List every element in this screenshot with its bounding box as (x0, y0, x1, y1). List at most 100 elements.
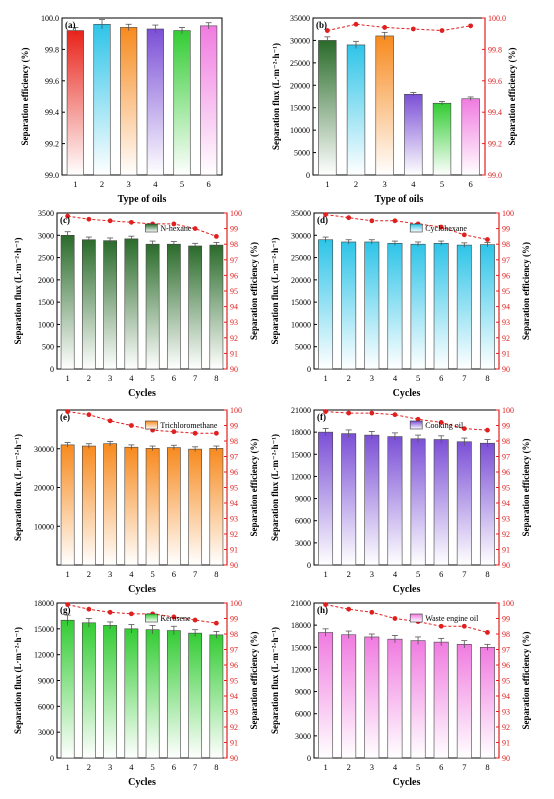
bar (60, 444, 75, 566)
legend-swatch (409, 420, 423, 430)
y-tick-label: 30000 (291, 231, 311, 240)
bar (318, 239, 334, 370)
bar (461, 98, 480, 176)
x-tick-label: 1 (323, 569, 327, 579)
y-tick-label: 35000 (290, 14, 310, 23)
x-tick-label: 7 (193, 569, 197, 579)
chart-panel-5: 0 3000 6000 9000 12000 15000 18000 21000 90 91 92 9… (270, 406, 531, 595)
x-tick-label: 2 (87, 569, 91, 579)
y2-tick-label: 94 (502, 303, 510, 312)
bar (387, 638, 403, 759)
y-tick-label: 25000 (291, 254, 311, 263)
x-tick-label: 2 (347, 762, 351, 772)
y2-tick-label: 95 (230, 484, 238, 493)
y-tick-label: 99.0 (45, 171, 59, 180)
bar (124, 628, 139, 759)
y-axis-label: Separation flux (L·m⁻²·h⁻¹) (270, 434, 280, 541)
x-tick-label: 1 (323, 373, 327, 383)
bar (364, 434, 380, 566)
efficiency-point (323, 409, 328, 414)
bar (479, 646, 495, 759)
x-tick-label: 3 (370, 569, 374, 579)
x-tick-label: 6 (469, 179, 473, 189)
x-tick-label: 2 (100, 179, 104, 189)
bar (341, 634, 357, 759)
y2-tick-label: 93 (502, 515, 510, 524)
x-axis-label: Type of oils (118, 194, 167, 205)
efficiency-point (65, 213, 71, 219)
efficiency-point (86, 606, 92, 612)
y2-tick-label: 100 (230, 406, 242, 415)
y-axis-label: Separation flux (L·m⁻²·h⁻¹) (270, 238, 280, 345)
y-tick-label: 15000 (291, 450, 311, 459)
legend-label: Cooking oil (425, 421, 464, 430)
y-tick-label: 100.0 (41, 14, 59, 23)
x-tick-label: 2 (347, 569, 351, 579)
y2-tick-label: 94 (230, 499, 238, 508)
y2-tick-label: 99 (230, 422, 238, 431)
y2-tick-label: 99.8 (488, 45, 502, 54)
efficiency-point (171, 429, 177, 435)
bar (60, 619, 75, 759)
y-tick-label: 99.6 (45, 77, 59, 86)
y2-tick-label: 96 (502, 468, 510, 477)
legend-swatch (145, 613, 158, 623)
x-tick-label: 2 (354, 179, 358, 189)
y2-tick-label: 98 (230, 240, 238, 249)
x-axis-label: Cycles (393, 388, 421, 399)
panel-label: (f) (317, 412, 326, 422)
efficiency-point (485, 630, 490, 635)
x-tick-label: 7 (193, 762, 197, 772)
y2-tick-label: 95 (502, 287, 510, 296)
bar (103, 240, 118, 370)
y2-tick-label: 97 (230, 453, 238, 462)
chart-panel-6: 0 3000 6000 9000 12000 15000 18000 90 91 92 93 94 95… (13, 599, 259, 788)
bar (124, 238, 139, 370)
y2-tick-label: 99.6 (488, 77, 502, 86)
x-tick-label: 5 (151, 569, 155, 579)
efficiency-point (107, 418, 113, 424)
efficiency-point (213, 620, 219, 626)
y-tick-label: 6000 (295, 517, 311, 526)
y-tick-label: 18000 (291, 621, 311, 630)
y-tick-label: 12000 (291, 472, 311, 481)
efficiency-line (67, 215, 217, 237)
y2-axis-label: Separation efficiency (%) (249, 242, 259, 340)
y-tick-label: 500 (42, 343, 54, 352)
x-tick-label: 2 (347, 373, 351, 383)
efficiency-point (192, 226, 198, 232)
efficiency-point (485, 237, 490, 242)
efficiency-point (369, 410, 375, 416)
bar (456, 244, 472, 370)
y-tick-label: 18000 (291, 428, 311, 437)
bar (410, 438, 426, 566)
y-tick-label: 99.2 (45, 140, 59, 149)
y2-tick-label: 93 (230, 515, 238, 524)
y2-tick-label: 100 (502, 599, 514, 608)
bar (346, 44, 366, 176)
y-tick-label: 0 (306, 171, 310, 180)
y-tick-label: 9000 (295, 495, 311, 504)
x-tick-label: 6 (439, 373, 443, 383)
panel-label: (b) (316, 20, 327, 30)
efficiency-point (369, 609, 375, 615)
y-tick-label: 1500 (38, 298, 54, 307)
bar (93, 23, 111, 176)
efficiency-point (392, 412, 398, 418)
panel-label: (a) (65, 20, 76, 30)
efficiency-point (86, 412, 92, 418)
bar (341, 241, 357, 370)
y-tick-label: 5000 (295, 343, 311, 352)
efficiency-line (67, 411, 217, 434)
bar (318, 632, 334, 759)
y2-tick-label: 96 (502, 271, 510, 280)
efficiency-point (213, 234, 219, 239)
x-tick-label: 4 (393, 373, 398, 383)
bar (81, 239, 96, 370)
bar (433, 641, 449, 759)
x-tick-label: 3 (370, 762, 374, 772)
y2-tick-label: 99 (230, 615, 238, 624)
y-tick-label: 10000 (34, 522, 54, 531)
y-tick-label: 12000 (34, 651, 54, 660)
efficiency-line (325, 214, 488, 241)
